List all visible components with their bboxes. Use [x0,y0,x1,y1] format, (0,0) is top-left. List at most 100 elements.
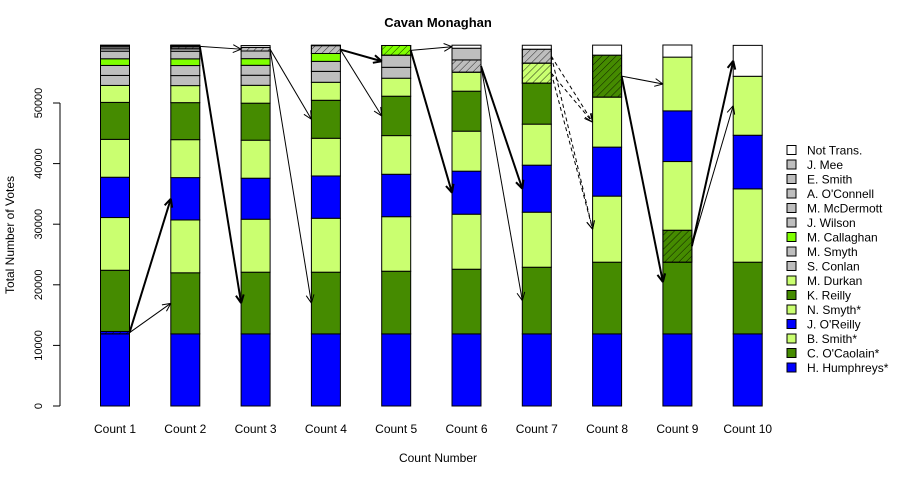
arrow-shaft [480,65,524,190]
legend-label: A. O'Connell [807,187,874,201]
legend-label: K. Reilly [807,289,851,303]
bar-segment [662,161,693,231]
y-tick-label: 50000 [33,88,45,119]
arrow-head [586,222,593,230]
legend-item: C. O'Caolain* [786,347,880,361]
legend-swatch [786,261,797,271]
y-tick-label: 10000 [33,330,45,361]
legend-item: J. O'Reilly [786,318,861,332]
x-tick-label: Count 9 [656,422,698,436]
arrow-head [372,60,382,64]
legend-label: N. Smyth* [807,303,861,317]
bar-segment [310,217,341,273]
chart-title: Cavan Monaghan [384,15,492,30]
bar-count-7 [521,44,552,407]
arrow-shaft [129,302,172,334]
bar-count-1 [100,44,130,407]
bar-segment [240,333,271,407]
bar-segment [381,66,412,79]
bar-count-2 [170,44,201,407]
arrow-head [303,113,312,120]
arrow-shaft [269,48,312,120]
legend-item: M. Callaghan [786,231,878,245]
transfer-arrow [269,49,315,304]
bar-segment-transferred [662,229,693,263]
bar-segment-transferred [381,44,412,56]
arrow-head [592,220,595,230]
legend-swatch [786,333,797,344]
legend-item: E. Smith [786,173,852,187]
arrow-head [232,48,242,54]
transfer-arrow [340,48,383,64]
bar-segment [451,47,482,61]
arrow-head [661,273,667,283]
bar-segment [451,130,482,172]
legend-swatch [786,217,797,228]
bar-segment [100,217,130,271]
transfer-arrow [550,72,595,230]
bar-segment [662,44,693,58]
bar-segment [732,44,763,77]
bar-segment [521,333,552,407]
bar-segment [592,261,623,335]
legend-swatch [786,304,797,315]
arrow-head [515,181,524,190]
bar-count-6 [451,44,482,407]
y-tick-label: 20000 [33,270,45,301]
bar-segment [732,261,763,335]
bar-segment [381,216,412,272]
arrow-head [521,179,525,189]
y-tick-label: 40000 [33,148,45,179]
bar-segment [100,138,130,178]
bar-segment [310,271,341,335]
legend-swatch [786,348,797,358]
legend-swatch [786,246,797,257]
bar-segment [170,102,201,141]
bar-count-4 [310,44,341,407]
bar-segment [240,50,271,60]
legend-label: H. Humphreys* [807,361,889,375]
x-tick-label: Count 1 [94,422,136,436]
legend-item: A. O'Connell [786,187,874,201]
legend-label: Not Trans. [807,144,862,158]
transfer-arrow [550,56,596,230]
arrow-shaft [550,72,593,123]
arrow-head [451,183,455,193]
legend-swatch [786,203,797,213]
legend-swatch [786,362,797,373]
bar-segment [100,176,130,219]
bar-segment [381,95,412,137]
bar-segment [240,74,271,86]
bar-segment [240,139,271,179]
bar-segment [521,44,552,50]
bar-segment [732,188,763,263]
bar-segment [100,44,130,47]
bar-segment [592,146,623,197]
y-tick-label: 30000 [33,209,45,240]
y-tick-label: 0 [33,403,45,409]
bar-segment [592,195,623,263]
bar-segment [240,45,271,48]
bar-segment [100,84,130,103]
legend-item: M. Durkan [786,274,862,288]
x-tick-label: Count 6 [445,422,487,436]
arrow-head [516,292,523,301]
bar-segment [170,219,201,274]
legend-swatch [786,319,797,329]
bar-segment [170,85,201,104]
bar-segment [451,268,482,335]
bar-segment [240,58,271,66]
bar-segment [451,333,482,407]
arrow-shaft [621,75,663,85]
legend-item: Not Trans. [786,144,862,158]
arrow-shaft [690,60,735,247]
bar-segment [381,54,412,68]
legend-item: M. Smyth [786,245,858,259]
arrow-shaft [480,65,523,301]
bar-segment [100,58,130,66]
bar-segment [240,271,271,335]
arrow-shaft [550,56,594,230]
bar-segment [381,270,412,335]
bar-segment [310,99,341,139]
